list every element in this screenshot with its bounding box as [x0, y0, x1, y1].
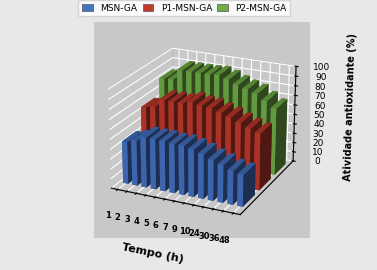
Legend: MSN-GA, P1-MSN-GA, P2-MSN-GA: MSN-GA, P1-MSN-GA, P2-MSN-GA	[78, 0, 290, 16]
X-axis label: Tempo (h): Tempo (h)	[121, 242, 184, 265]
